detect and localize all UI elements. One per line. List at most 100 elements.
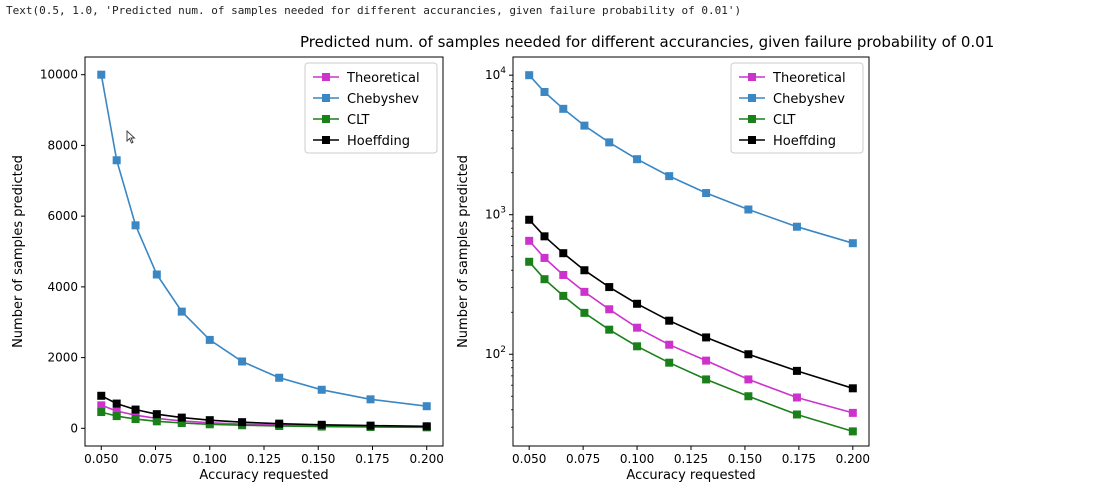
- data-point-chebyshev: [702, 189, 711, 198]
- data-point-chebyshev: [540, 87, 549, 96]
- data-point-theoretical: [792, 393, 801, 402]
- data-point-chebyshev: [131, 221, 140, 230]
- series-group: [97, 70, 431, 432]
- y-tick-base: 10: [485, 347, 500, 361]
- data-point-hoeffding: [744, 350, 753, 359]
- x-tick-label: 0.175: [355, 452, 389, 466]
- data-point-hoeffding: [665, 316, 674, 325]
- legend-label: Hoeffding: [773, 134, 836, 149]
- legend-box: [304, 62, 438, 154]
- legend-marker: [322, 136, 330, 144]
- y-tick-label: 4000: [47, 280, 78, 294]
- data-point-clt: [633, 342, 642, 351]
- y-tick-label: 102: [485, 345, 506, 361]
- data-point-theoretical: [97, 401, 106, 410]
- data-point-theoretical: [525, 236, 534, 245]
- legend-label: CLT: [773, 113, 796, 128]
- data-point-chebyshev: [366, 395, 375, 404]
- data-point-chebyshev: [665, 172, 674, 181]
- data-point-clt: [152, 417, 161, 426]
- y-axis-label: Number of samples predicted: [456, 155, 471, 348]
- y-tick-label: 103: [485, 206, 506, 222]
- data-point-hoeffding: [540, 232, 549, 241]
- x-tick-label: 0.175: [782, 452, 816, 466]
- x-tick-label: 0.150: [301, 452, 335, 466]
- data-point-theoretical: [744, 375, 753, 384]
- data-point-clt: [744, 392, 753, 401]
- x-tick-label: 0.075: [138, 452, 172, 466]
- data-point-hoeffding: [152, 410, 161, 419]
- data-point-chebyshev: [580, 121, 589, 130]
- series-group: [525, 71, 857, 436]
- data-point-clt: [131, 415, 140, 424]
- y-tick-exponent: 2: [500, 345, 506, 355]
- data-point-hoeffding: [792, 366, 801, 375]
- data-point-chebyshev: [205, 335, 214, 344]
- data-point-hoeffding: [177, 413, 186, 422]
- data-point-theoretical: [633, 323, 642, 332]
- legend-marker: [322, 94, 330, 102]
- data-point-chebyshev: [605, 138, 614, 147]
- legend-marker: [322, 73, 330, 81]
- legend-box: [730, 62, 864, 154]
- x-tick-label: 0.200: [836, 452, 870, 466]
- x-tick-label: 0.050: [84, 452, 118, 466]
- legend-label: Theoretical: [772, 71, 846, 86]
- data-point-theoretical: [112, 406, 121, 415]
- data-point-clt: [580, 308, 589, 317]
- data-point-clt: [559, 291, 568, 300]
- data-point-chebyshev: [792, 222, 801, 231]
- x-tick-label: 0.200: [410, 452, 444, 466]
- data-point-hoeffding: [848, 384, 857, 393]
- data-point-clt: [177, 419, 186, 428]
- data-point-chebyshev: [97, 70, 106, 79]
- subplot-2: 0.050 0.075 0.100 0.125 0.150 0.175 0.20010210…: [456, 56, 870, 483]
- data-point-chebyshev: [238, 357, 247, 366]
- data-point-clt: [525, 257, 534, 266]
- x-tick-label: 0.100: [193, 452, 227, 466]
- data-point-clt: [540, 275, 549, 284]
- data-point-chebyshev: [317, 385, 326, 394]
- data-point-theoretical: [848, 408, 857, 417]
- legend-label: Hoeffding: [347, 134, 410, 149]
- data-point-clt: [205, 420, 214, 429]
- series-line-theoretical: [528, 240, 854, 414]
- data-point-theoretical: [580, 287, 589, 296]
- data-point-hoeffding: [525, 215, 534, 224]
- data-point-clt: [848, 427, 857, 436]
- data-point-chebyshev: [848, 239, 857, 248]
- y-tick-base: 10: [485, 208, 500, 222]
- data-point-hoeffding: [633, 299, 642, 308]
- x-axis-label: Accuracy requested: [626, 468, 755, 483]
- mouse-cursor-icon: [126, 130, 136, 144]
- data-point-theoretical: [605, 305, 614, 314]
- data-point-chebyshev: [422, 402, 431, 411]
- data-point-clt: [792, 410, 801, 419]
- legend-marker: [322, 115, 330, 123]
- y-tick-label: 0: [70, 421, 78, 435]
- data-point-chebyshev: [525, 71, 534, 80]
- data-point-clt: [665, 358, 674, 367]
- data-point-chebyshev: [744, 205, 753, 214]
- data-point-hoeffding: [238, 418, 247, 427]
- data-point-hoeffding: [205, 416, 214, 425]
- data-point-chebyshev: [559, 104, 568, 113]
- data-point-clt: [112, 412, 121, 421]
- data-point-hoeffding: [580, 266, 589, 275]
- legend-label: Theoretical: [346, 71, 420, 86]
- data-point-chebyshev: [112, 156, 121, 165]
- data-point-hoeffding: [275, 419, 284, 428]
- data-point-hoeffding: [366, 421, 375, 430]
- legend-marker: [748, 94, 756, 102]
- data-point-theoretical: [702, 356, 711, 365]
- subplot-1: 0.050 0.075 0.100 0.125 0.150 0.175 0.200 0 2000…: [11, 56, 444, 483]
- y-tick-exponent: 4: [500, 66, 506, 76]
- data-point-hoeffding: [605, 283, 614, 292]
- data-point-theoretical: [540, 253, 549, 262]
- data-point-hoeffding: [97, 391, 106, 400]
- data-point-hoeffding: [317, 420, 326, 429]
- y-tick-exponent: 3: [500, 206, 506, 216]
- data-point-hoeffding: [702, 333, 711, 342]
- data-point-theoretical: [559, 270, 568, 279]
- x-tick-label: 0.125: [247, 452, 281, 466]
